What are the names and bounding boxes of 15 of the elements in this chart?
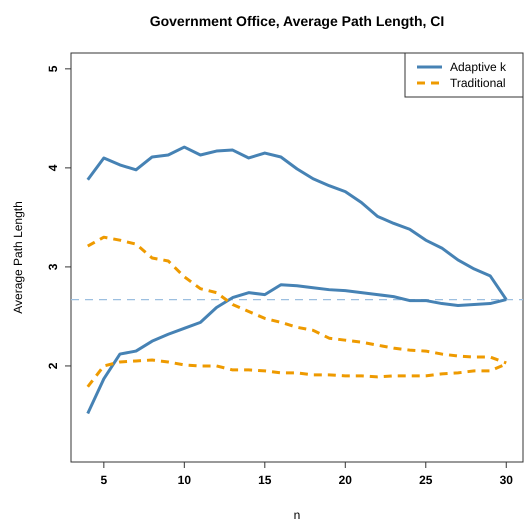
legend-label: Adaptive k [450,60,508,74]
x-tick-label: 10 [178,473,192,487]
y-axis-title: Average Path Length [11,201,25,314]
y-tick-label: 2 [46,362,60,370]
x-tick-label: 15 [258,473,272,487]
chart-title: Government Office, Average Path Length, CI [150,13,444,29]
y-tick-label: 3 [46,263,60,270]
x-tick-label: 25 [419,473,433,487]
x-axis-title: n [294,508,300,522]
y-tick-label: 4 [46,164,60,172]
x-tick-label: 5 [100,473,108,487]
y-tick-label: 5 [46,65,60,72]
x-tick-label: 20 [338,473,352,487]
x-tick-label: 30 [500,473,514,487]
legend-label: Traditional [450,76,506,90]
